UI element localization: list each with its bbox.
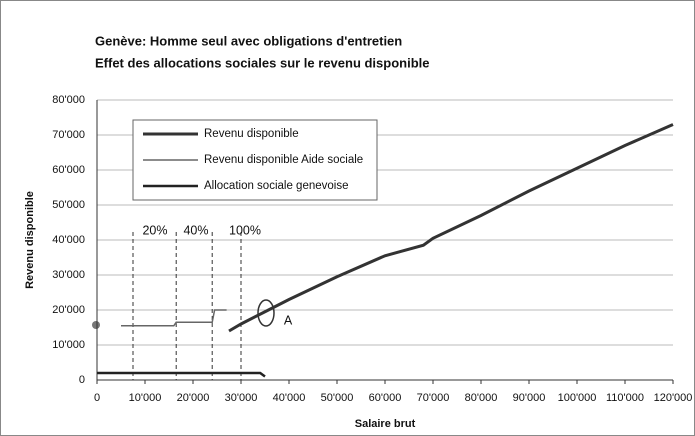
- x-tick-label: 30'000: [225, 392, 258, 404]
- x-tick-label: 110'000: [606, 392, 644, 404]
- annotation: 20%: [142, 223, 167, 237]
- series-line: [97, 371, 266, 378]
- annotation: 40%: [183, 223, 208, 237]
- legend-label: Revenu disponible Aide sociale: [204, 154, 363, 166]
- series-line: [121, 309, 227, 327]
- x-tick-label: 10'000: [129, 392, 162, 404]
- chart-subtitle: Effet des allocations sociales sur le re…: [95, 55, 430, 70]
- x-tick-label: 80'000: [465, 392, 498, 404]
- y-tick-label: 40'000: [52, 234, 85, 246]
- y-tick-label: 60'000: [52, 164, 85, 176]
- marker-dot: [92, 321, 100, 329]
- y-tick-label: 0: [79, 374, 85, 386]
- y-tick-label: 80'000: [52, 94, 85, 106]
- x-tick-label: 60'000: [369, 392, 402, 404]
- x-tick-label: 100'000: [558, 392, 597, 404]
- x-tick-label: 40'000: [273, 392, 306, 404]
- series-line: [228, 123, 674, 333]
- x-tick-label: 0: [94, 392, 100, 404]
- x-tick-label: 50'000: [321, 392, 354, 404]
- y-axis-label: Revenu disponible: [24, 191, 36, 289]
- x-tick-label: 120'000: [654, 392, 693, 404]
- highlight-ellipse: [257, 299, 275, 327]
- x-tick-label: 20'000: [177, 392, 210, 404]
- y-tick-label: 10'000: [52, 339, 85, 351]
- x-tick-label: 90'000: [513, 392, 546, 404]
- legend-label: Allocation sociale genevoise: [204, 180, 348, 192]
- y-tick-label: 70'000: [52, 129, 85, 141]
- x-axis-label: Salaire brut: [355, 418, 416, 430]
- legend-label: Revenu disponible: [204, 128, 299, 140]
- y-tick-label: 50'000: [52, 199, 85, 211]
- x-tick-label: 70'000: [417, 392, 450, 404]
- annotation: A: [284, 313, 293, 327]
- y-tick-label: 30'000: [52, 269, 85, 281]
- chart-title: Genève: Homme seul avec obligations d'en…: [95, 33, 402, 48]
- y-tick-label: 20'000: [52, 304, 85, 316]
- annotation: 100%: [229, 223, 261, 237]
